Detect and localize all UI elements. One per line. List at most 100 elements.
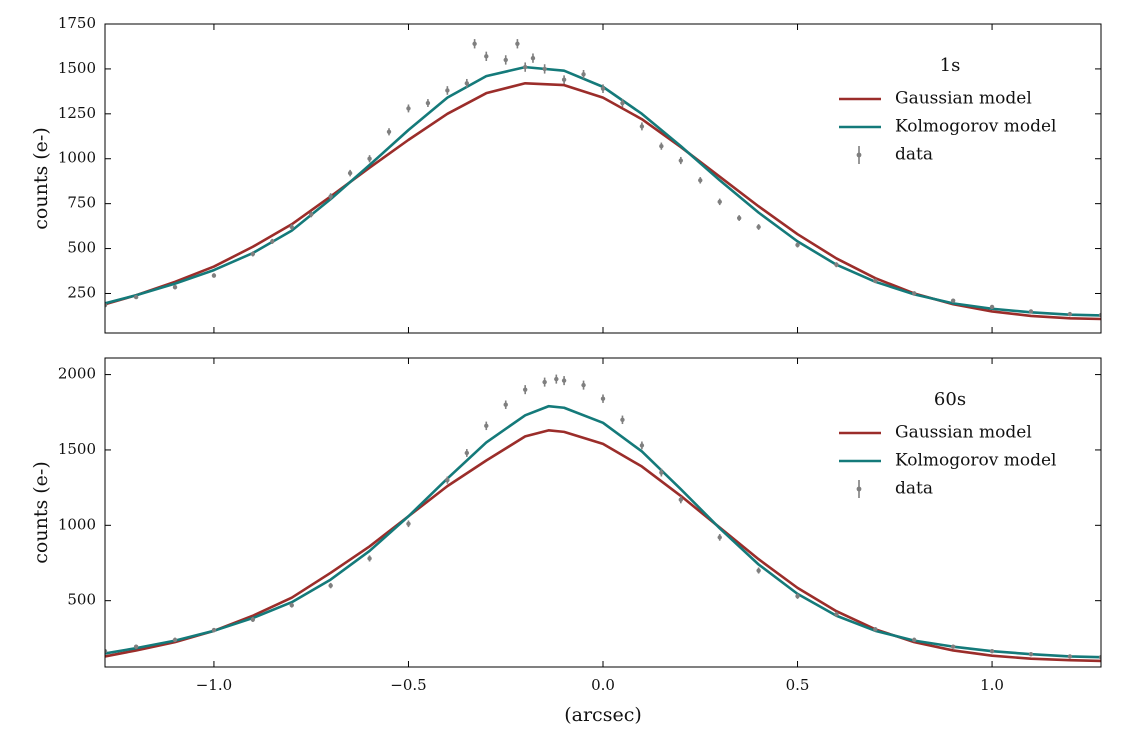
- data-marker: [950, 298, 956, 303]
- data-marker: [600, 396, 606, 401]
- x-tick-label: 1.0: [980, 676, 1004, 694]
- data-marker: [211, 273, 217, 278]
- data-marker: [717, 535, 722, 540]
- data-point-1s: [561, 75, 567, 85]
- data-marker: [620, 417, 625, 422]
- legend-entry-kolmogorov-model: Kolmogorov model: [839, 451, 1057, 471]
- data-marker: [309, 212, 314, 217]
- data-marker: [484, 423, 489, 429]
- data-point-1s: [698, 177, 703, 184]
- gaussian-model-line-60s: [105, 429, 1101, 663]
- data-marker: [425, 100, 431, 106]
- data-point-60s: [873, 627, 878, 632]
- data-point-60s: [406, 520, 411, 528]
- y-tick-label: 500: [67, 591, 96, 609]
- panel-1s: 250 500 750 1000 1250 1500 1750 counts (e-) 1s…: [30, 14, 1102, 334]
- data-point-60s: [133, 644, 139, 649]
- data-marker: [1067, 311, 1073, 317]
- data-point-60s: [542, 377, 547, 387]
- data-point-60s: [522, 385, 528, 395]
- data-marker: [1028, 309, 1034, 314]
- data-marker: [1098, 655, 1101, 660]
- data-marker: [795, 593, 800, 599]
- data-point-1s: [105, 302, 108, 308]
- data-point-1s: [503, 55, 508, 65]
- data-point-60s: [756, 567, 761, 574]
- y-tick-label: 750: [67, 194, 96, 212]
- data-marker: [554, 376, 559, 382]
- legend-60s: 60s Gaussian model Kolmogorov model data: [839, 389, 1057, 499]
- data-point-1s: [484, 51, 489, 62]
- data-marker: [105, 302, 108, 308]
- x-tick-label: 0.5: [786, 676, 810, 694]
- data-marker: [542, 66, 547, 72]
- data-point-1s: [600, 84, 606, 93]
- x-tick-label: −1.0: [196, 676, 232, 694]
- data-marker: [172, 637, 178, 643]
- x-tick-label: −0.5: [390, 676, 426, 694]
- data-point-1s: [270, 238, 275, 244]
- data-point-1s: [795, 242, 800, 248]
- data-point-60s: [950, 644, 956, 649]
- data-marker: [659, 470, 664, 475]
- y-tick-label: 1500: [58, 59, 96, 77]
- data-marker: [367, 156, 372, 161]
- data-point-60s: [464, 449, 470, 457]
- legend-entry-data: data: [856, 479, 933, 499]
- data-marker: [659, 143, 664, 149]
- y-tick-label: 500: [67, 239, 96, 257]
- data-marker: [445, 477, 450, 483]
- data-marker: [133, 644, 139, 649]
- data-marker: [736, 215, 742, 221]
- data-marker: [717, 199, 722, 205]
- data-marker: [1098, 312, 1101, 318]
- data-marker: [133, 294, 139, 300]
- data-point-60s: [795, 593, 800, 599]
- data-point-1s: [515, 39, 520, 49]
- data-point-1s: [678, 156, 684, 165]
- data-point-1s: [347, 169, 353, 177]
- legend-label-kolmogorov-model: Kolmogorov model: [895, 117, 1057, 137]
- data-point-60s: [659, 468, 664, 477]
- data-marker: [1067, 654, 1073, 659]
- data-point-60s: [561, 376, 567, 386]
- legend-label-kolmogorov-model: Kolmogorov model: [895, 451, 1057, 471]
- x-axis-label: (arcsec): [564, 704, 642, 726]
- data-point-60s: [211, 627, 217, 633]
- legend-marker-data: [856, 152, 862, 158]
- data-point-1s: [873, 278, 878, 284]
- y-axis-label-60s: counts (e-): [30, 461, 52, 563]
- legend-entry-gaussian-model: Gaussian model: [839, 89, 1032, 109]
- data-point-1s: [1028, 309, 1034, 314]
- data-marker: [406, 106, 411, 111]
- data-marker: [698, 178, 703, 183]
- data-point-1s: [639, 122, 645, 131]
- data-point-1s: [736, 215, 742, 221]
- y-tick-label: 1500: [58, 440, 96, 458]
- data-marker: [347, 170, 353, 176]
- y-tick-label: 1000: [58, 515, 96, 533]
- legend-label-data: data: [895, 145, 933, 165]
- legend-label-gaussian-model: Gaussian model: [895, 89, 1032, 109]
- data-point-60s: [989, 648, 995, 654]
- x-tick-label: 0.0: [591, 676, 615, 694]
- data-marker: [211, 627, 217, 633]
- data-point-1s: [250, 251, 256, 257]
- y-tick-label: 1000: [58, 149, 96, 167]
- data-marker: [912, 637, 917, 643]
- data-point-60s: [289, 602, 294, 608]
- y-tick-label: 1250: [58, 104, 96, 122]
- data-point-1s: [425, 99, 431, 107]
- data-marker: [503, 57, 508, 63]
- data-marker: [386, 129, 392, 134]
- data-marker: [542, 379, 547, 385]
- data-marker: [834, 612, 839, 617]
- data-marker: [600, 86, 606, 91]
- data-marker: [328, 583, 333, 588]
- data-point-60s: [912, 637, 917, 643]
- data-marker: [367, 556, 372, 561]
- data-point-1s: [211, 273, 217, 278]
- data-marker: [873, 278, 878, 284]
- data-marker: [472, 41, 477, 46]
